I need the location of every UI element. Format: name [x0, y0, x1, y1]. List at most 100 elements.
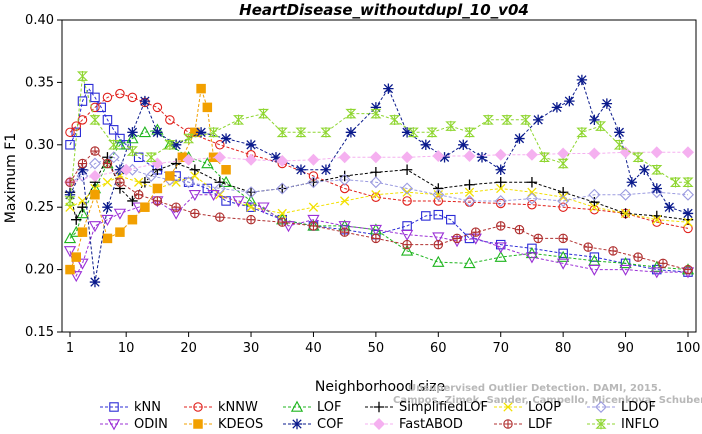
point-knn	[71, 127, 81, 138]
point-knnw	[152, 102, 163, 113]
point-lof	[557, 250, 570, 262]
legend-label-ldof: LDOF	[621, 400, 656, 415]
point-ldf	[308, 221, 319, 231]
x-tick-label: 40	[305, 341, 322, 356]
point-inflo	[482, 114, 494, 126]
point-cof	[664, 202, 675, 213]
y-tick-label: 0.40	[25, 13, 54, 28]
y-tick-label: 0.30	[25, 138, 54, 153]
point-inflo	[682, 177, 694, 188]
point-ldf	[215, 212, 225, 222]
point-ldf	[115, 177, 125, 187]
point-kdeos	[71, 252, 81, 262]
point-odin	[76, 258, 89, 270]
point-odin	[619, 264, 632, 276]
legend-label-fastabod: FastABOD	[399, 417, 463, 432]
point-loop	[190, 171, 200, 181]
legend-item-loop: LoOP	[494, 400, 561, 415]
point-ldof	[145, 170, 158, 182]
point-loop	[683, 217, 693, 227]
point-lof	[63, 232, 77, 244]
point-kdeos	[127, 214, 138, 225]
point-fastabod	[557, 147, 570, 160]
point-lof	[138, 125, 152, 138]
point-cof	[532, 114, 544, 126]
legend-marker-simplifiedlof	[373, 401, 385, 413]
point-knnw	[127, 92, 138, 103]
point-lof	[244, 194, 258, 206]
point-ldf	[90, 146, 100, 156]
x-tick-label: 70	[492, 341, 509, 356]
point-ldof	[463, 194, 476, 207]
series-line-lof	[69, 129, 689, 271]
point-odin	[525, 252, 539, 264]
point-knn	[77, 96, 88, 106]
point-ldof	[276, 182, 289, 195]
legend-marker-ldf	[503, 419, 513, 429]
point-ldf	[65, 177, 75, 187]
point-inflo	[557, 158, 569, 169]
legend-marker-fastabod	[373, 418, 385, 430]
point-inflo	[233, 114, 245, 126]
point-fastabod	[682, 146, 694, 159]
point-cof	[245, 139, 257, 150]
point-knn	[421, 211, 431, 221]
point-ldof	[213, 182, 226, 195]
point-cof	[476, 152, 488, 163]
point-odin	[432, 232, 445, 244]
point-fastabod	[120, 163, 133, 176]
point-knnw	[71, 121, 81, 131]
legend-label-lof: LOF	[317, 400, 342, 415]
point-ldof	[401, 182, 414, 195]
point-fastabod	[401, 151, 414, 164]
point-ldf	[433, 239, 444, 250]
point-lof	[494, 250, 507, 262]
point-inflo	[126, 145, 138, 157]
point-ldf	[452, 233, 462, 244]
legend-marker-loop	[503, 402, 513, 412]
point-odin	[369, 224, 383, 237]
point-ldf	[339, 227, 350, 237]
point-knnw	[371, 192, 381, 202]
point-ldf	[471, 227, 481, 237]
point-cof	[495, 164, 506, 175]
point-ldf	[152, 196, 163, 206]
point-cof	[77, 164, 88, 175]
point-odin	[282, 221, 295, 233]
point-knnw	[433, 196, 444, 206]
point-loop	[464, 187, 475, 197]
point-knn	[90, 92, 100, 103]
point-loop	[652, 215, 662, 225]
point-knn	[133, 152, 144, 163]
point-ldf	[633, 252, 643, 262]
point-fastabod	[463, 150, 476, 163]
point-cof	[139, 95, 151, 107]
point-fastabod	[88, 170, 101, 182]
y-tick-label: 0.20	[25, 263, 54, 278]
point-inflo	[538, 152, 550, 163]
point-odin	[188, 189, 201, 202]
series-fastabod	[64, 146, 694, 189]
point-inflo	[501, 114, 513, 126]
point-fastabod	[588, 147, 601, 160]
point-cof	[320, 164, 332, 175]
point-fastabod	[619, 146, 632, 159]
point-odin	[307, 214, 320, 227]
point-knnw	[215, 140, 225, 150]
point-inflo	[295, 127, 307, 138]
point-cof	[383, 83, 394, 94]
series-inflo	[64, 70, 694, 207]
legend-marker-knnw	[193, 402, 203, 412]
point-fastabod	[494, 148, 507, 161]
legend-marker-inflo	[595, 418, 607, 430]
point-cof	[64, 189, 76, 200]
point-ldf	[402, 239, 412, 250]
point-simplifiedlof	[170, 158, 182, 169]
chart-title: HeartDisease_withoutdupl_10_v04	[239, 1, 529, 19]
point-inflo	[276, 127, 288, 138]
point-fastabod	[338, 151, 351, 164]
point-odin	[232, 196, 245, 208]
point-lof	[619, 257, 632, 269]
point-knnw	[558, 202, 568, 212]
point-loop	[308, 202, 319, 212]
